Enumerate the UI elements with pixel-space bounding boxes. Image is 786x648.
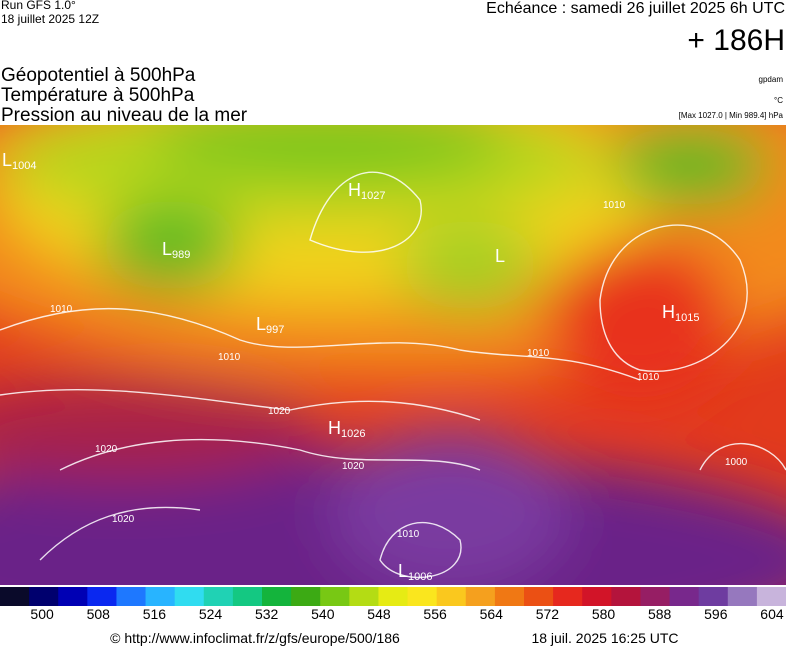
- isobar-label: 1020: [342, 461, 365, 472]
- scale-label: 516: [143, 606, 167, 622]
- scale-label: 524: [199, 606, 223, 622]
- scale-label: 596: [704, 606, 728, 622]
- color-swatch: [727, 587, 758, 606]
- layer-title: Pression au niveau de la mer: [1, 105, 248, 126]
- pressure-center: L997: [256, 314, 284, 336]
- isobar-label: 1020: [268, 406, 291, 417]
- layer-title: Géopotentiel à 500hPa: [1, 65, 196, 86]
- scale-label: 508: [87, 606, 111, 622]
- unit-label: °C: [774, 96, 783, 105]
- scale-label: 588: [648, 606, 672, 622]
- color-swatch: [262, 587, 292, 606]
- isobar-label: 1010: [397, 529, 420, 540]
- scale-label: 580: [592, 606, 616, 622]
- isobar-label: 1010: [637, 372, 660, 383]
- color-swatch: [87, 587, 117, 606]
- model-label: Run GFS 1.0°: [1, 0, 76, 12]
- color-swatch: [203, 587, 234, 606]
- isobar-label: 1010: [603, 200, 626, 211]
- color-scale: 500 508 516 524 532 540 548 556 564 572 580 588 596 6…: [0, 587, 786, 622]
- color-swatch: [524, 587, 554, 606]
- pressure-center: L989: [162, 239, 190, 261]
- unit-label: gpdam: [759, 75, 784, 84]
- isobar-label: 1020: [95, 444, 118, 455]
- forecast-label: Echéance : samedi 26 juillet 2025 6h UTC: [486, 0, 785, 17]
- color-swatch: [465, 587, 496, 606]
- color-swatch: [349, 587, 379, 606]
- color-swatch: [640, 587, 671, 606]
- run-label: 18 juillet 2025 12Z: [1, 12, 99, 26]
- source-url: © http://www.infoclimat.fr/z/gfs/europe/…: [110, 630, 400, 646]
- isobar-label: 1010: [527, 348, 550, 359]
- color-swatch: [320, 587, 350, 606]
- color-swatch: [669, 587, 700, 606]
- color-swatch: [553, 587, 583, 606]
- color-swatch: [494, 587, 525, 606]
- scale-label: 540: [311, 606, 335, 622]
- lead-time: + 186H: [687, 24, 785, 57]
- color-swatch: [232, 587, 263, 606]
- color-swatch: [582, 587, 612, 606]
- scale-label: 604: [760, 606, 784, 622]
- color-swatch: [407, 587, 438, 606]
- unit-label: [Max 1027.0 | Min 989.4] hPa: [679, 111, 784, 120]
- color-swatch: [698, 587, 729, 606]
- scale-label: 556: [423, 606, 447, 622]
- color-swatch: [58, 587, 88, 606]
- color-swatch: [174, 587, 205, 606]
- pressure-center: L1004: [2, 150, 37, 172]
- layer-title: Température à 500hPa: [1, 85, 195, 106]
- isobar-label: 1010: [218, 352, 241, 363]
- pressure-center: L: [495, 246, 505, 266]
- color-swatch: [378, 587, 409, 606]
- map-field: [0, 125, 786, 585]
- pressure-center: H1027: [348, 180, 385, 202]
- pressure-center: H1026: [328, 418, 365, 440]
- scale-label: 572: [536, 606, 560, 622]
- pressure-center: H1015: [662, 302, 699, 324]
- isobar-label: 1010: [50, 304, 73, 315]
- color-swatch: [291, 587, 321, 606]
- scale-label: 564: [480, 606, 504, 622]
- isobar-label: 1020: [112, 514, 135, 525]
- isobar-label: 1000: [725, 457, 748, 468]
- timestamp: 18 juil. 2025 16:25 UTC: [531, 630, 678, 646]
- color-swatch: [145, 587, 176, 606]
- color-swatch: [0, 587, 30, 606]
- color-swatch: [436, 587, 467, 606]
- color-swatch: [29, 587, 59, 606]
- color-swatch: [116, 587, 147, 606]
- scale-label: 532: [255, 606, 279, 622]
- color-swatch: [756, 587, 786, 606]
- pressure-center: L1006: [398, 561, 433, 583]
- scale-label: 548: [367, 606, 391, 622]
- color-swatch: [611, 587, 641, 606]
- scale-label: 500: [30, 606, 54, 622]
